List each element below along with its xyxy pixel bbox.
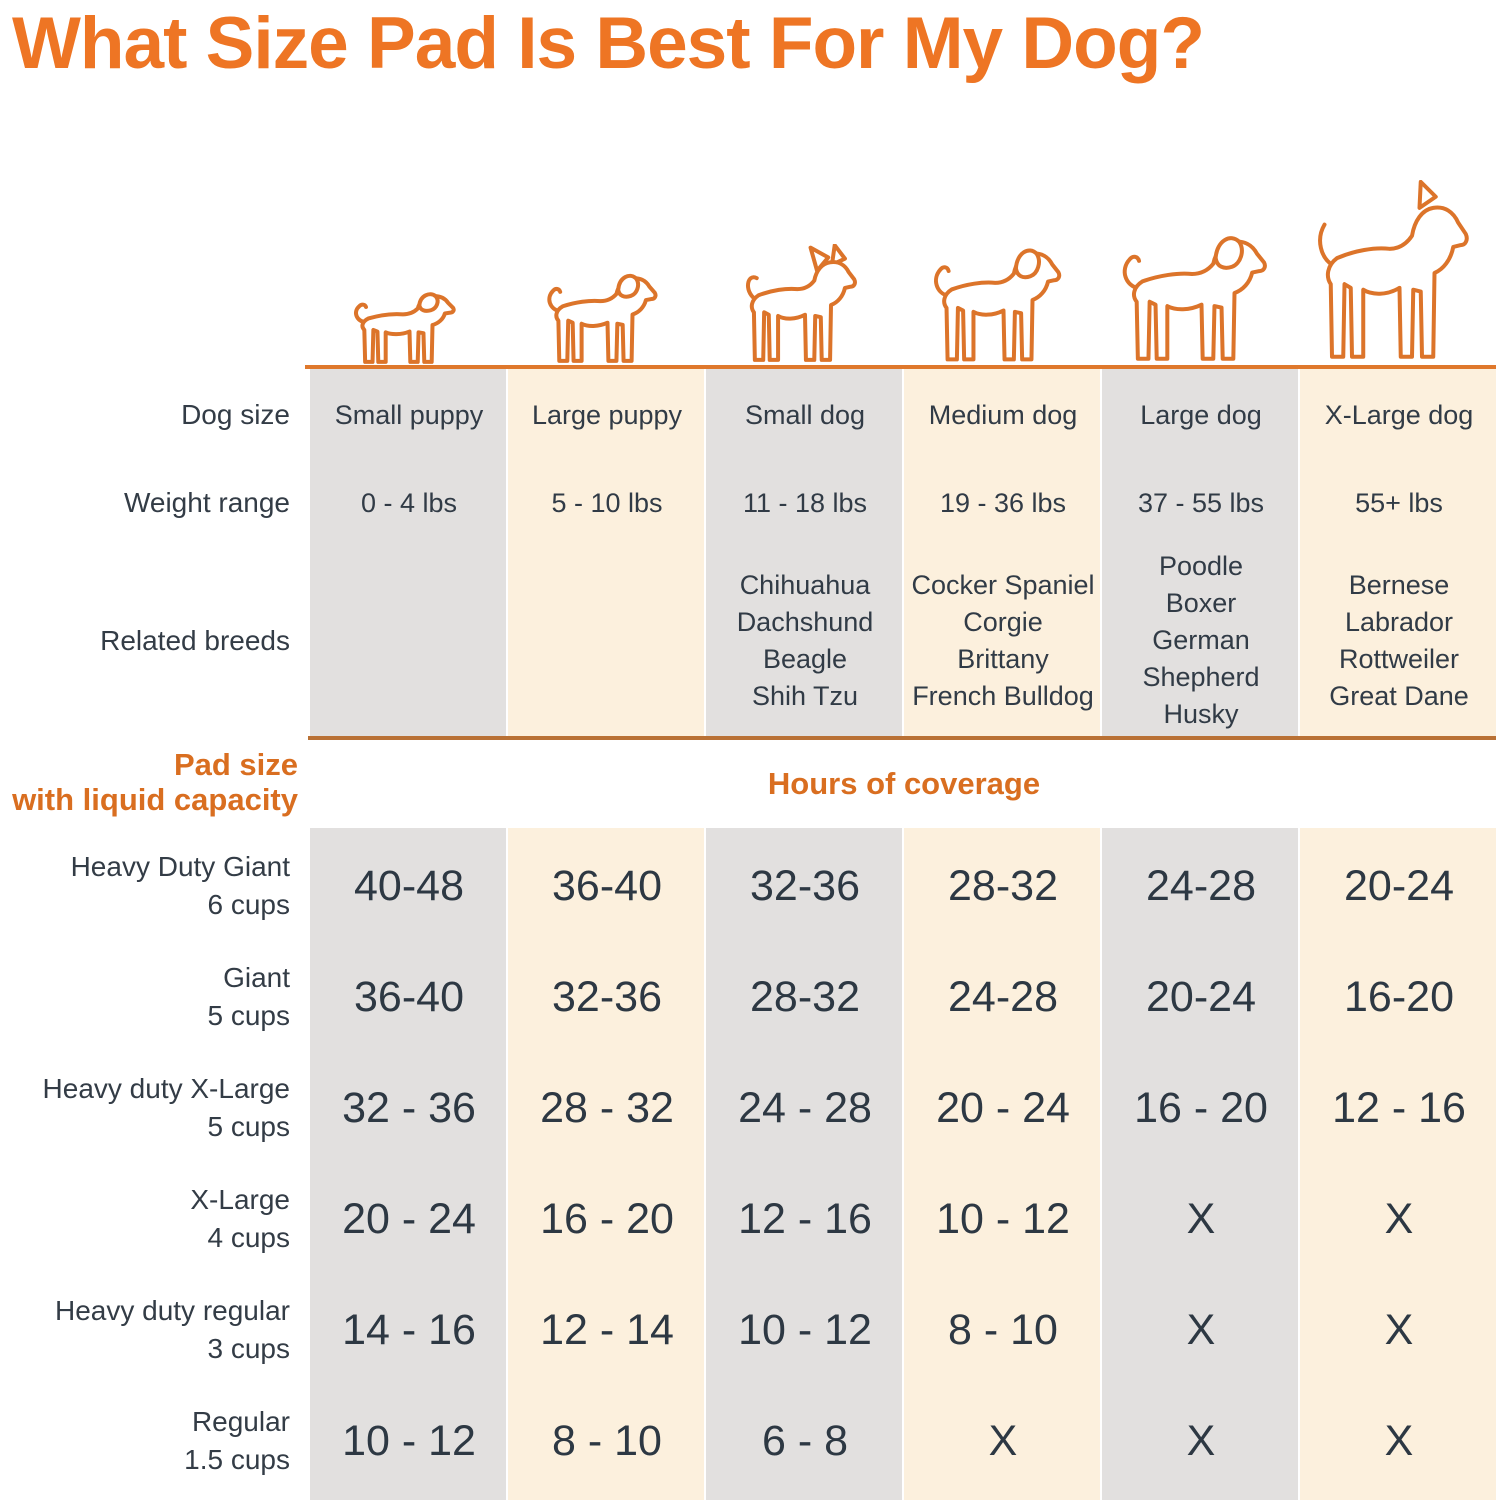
weight-cell: 11 - 18 lbs — [742, 487, 868, 518]
pad-row-label: Heavy Duty Giant 6 cups — [70, 851, 290, 920]
pad-row: Heavy Duty Giant 6 cups 40-48 36-40 32-3… — [0, 831, 1498, 941]
pad-row-label: X-Large 4 cups — [190, 1184, 290, 1253]
breed-list — [508, 548, 706, 733]
hours-cell: 8 - 10 — [552, 1416, 662, 1465]
section-divider-line — [308, 736, 1496, 740]
hours-cell: 28 - 32 — [540, 1083, 674, 1132]
hours-cell: 20 - 24 — [936, 1083, 1070, 1132]
breed-list: Poodle Boxer German Shepherd Husky — [1142, 551, 1260, 729]
hours-cell: 10 - 12 — [342, 1416, 476, 1465]
large-dog-labrador-icon — [1119, 220, 1284, 366]
medium-dog-spaniel-icon — [931, 234, 1076, 366]
weight-cell: 19 - 36 lbs — [939, 487, 1067, 518]
weight-cell: 5 - 10 lbs — [551, 487, 663, 518]
column-header: Small dog — [744, 399, 866, 430]
hours-cell: 6 - 8 — [761, 1416, 849, 1465]
hours-cell: 36-40 — [552, 861, 662, 910]
dog-size-row-label: Dog size — [181, 399, 290, 430]
hours-cell: 16 - 20 — [540, 1194, 674, 1243]
column-bg-large-dog — [1102, 369, 1298, 736]
column-bg-lower-large-dog — [1102, 828, 1298, 1500]
hours-cell: 10 - 12 — [738, 1305, 872, 1354]
pad-row: X-Large 4 cups 20 - 24 16 - 20 12 - 16 1… — [0, 1164, 1498, 1274]
hours-cell: X — [1186, 1194, 1216, 1243]
pad-row: Giant 5 cups 36-40 32-36 28-32 24-28 20-… — [0, 942, 1498, 1052]
column-bg-x-large-dog — [1300, 369, 1496, 736]
hours-cell: 20-24 — [1146, 972, 1256, 1021]
small-dog-chihuahua-icon — [740, 244, 870, 366]
hours-cell: 8 - 10 — [948, 1305, 1058, 1354]
column-header: Medium dog — [928, 399, 1078, 430]
column-bg-large-puppy — [508, 369, 704, 736]
column-bg-lower-medium-dog — [904, 828, 1100, 1500]
hours-cell: X — [1186, 1416, 1216, 1465]
pad-size-header: Pad size with liquid capacity — [12, 747, 298, 817]
column-bg-small-dog — [706, 369, 902, 736]
hours-cell: 10 - 12 — [936, 1194, 1070, 1243]
pad-row-label: Regular 1.5 cups — [184, 1406, 290, 1475]
column-header: Large puppy — [531, 399, 683, 430]
column-bg-small-puppy — [310, 369, 506, 736]
hours-cell: 14 - 16 — [342, 1305, 476, 1354]
breed-list: Bernese Labrador Rottweiler Great Dane — [1329, 569, 1469, 711]
hours-cell: 32-36 — [750, 861, 860, 910]
hours-cell: X — [988, 1416, 1018, 1465]
hours-cell: 32 - 36 — [342, 1083, 476, 1132]
column-bg-lower-x-large-dog — [1300, 828, 1496, 1500]
hours-cell: 32-36 — [552, 972, 662, 1021]
x-large-dog-great-dane-icon — [1312, 180, 1487, 366]
column-header: X-Large dog — [1324, 399, 1474, 430]
page-title: What Size Pad Is Best For My Dog? — [12, 3, 1205, 84]
hours-cell: 36-40 — [354, 972, 464, 1021]
related-breeds-row-label: Related breeds — [100, 624, 290, 656]
hours-cell: X — [1384, 1194, 1414, 1243]
large-puppy-dog-icon — [545, 263, 670, 366]
weight-cell: 55+ lbs — [1355, 487, 1443, 518]
pad-row-label: Giant 5 cups — [207, 962, 291, 1031]
column-bg-lower-small-dog — [706, 828, 902, 1500]
hours-cell: 24-28 — [948, 972, 1058, 1021]
hours-cell: 24-28 — [1146, 861, 1256, 910]
small-puppy-dog-icon — [352, 284, 467, 366]
weight-cell: 37 - 55 lbs — [1137, 487, 1265, 518]
hours-cell: 16-20 — [1344, 972, 1454, 1021]
hours-cell: 12 - 16 — [1332, 1083, 1466, 1132]
pad-row-label: Heavy duty X-Large 5 cups — [42, 1073, 290, 1142]
pad-row: Heavy duty regular 3 cups 14 - 16 12 - 1… — [0, 1275, 1498, 1385]
pad-row: Regular 1.5 cups 10 - 12 8 - 10 6 - 8 X … — [0, 1386, 1498, 1496]
related-breeds-row: Related breeds Chihuahua Dachshund Beagl… — [0, 548, 1498, 733]
hours-of-coverage-header: Hours of coverage — [767, 766, 1041, 801]
column-header: Small puppy — [334, 399, 484, 430]
column-bg-medium-dog — [904, 369, 1100, 736]
hours-cell: 40-48 — [354, 861, 464, 910]
column-bg-lower-small-puppy — [310, 828, 506, 1500]
hours-cell: 20 - 24 — [342, 1194, 476, 1243]
hours-cell: X — [1384, 1305, 1414, 1354]
pad-row: Heavy duty X-Large 5 cups 32 - 36 28 - 3… — [0, 1053, 1498, 1163]
hours-cell: 28-32 — [948, 861, 1058, 910]
hours-cell: 12 - 14 — [540, 1305, 674, 1354]
hours-cell: 16 - 20 — [1134, 1083, 1268, 1132]
breed-list: Chihuahua Dachshund Beagle Shih Tzu — [736, 569, 874, 711]
hours-cell: X — [1186, 1305, 1216, 1354]
hours-cell: 12 - 16 — [738, 1194, 872, 1243]
column-bg-lower-large-puppy — [508, 828, 704, 1500]
weight-range-row: Weight range 0 - 4 lbs 5 - 10 lbs 11 - 1… — [0, 475, 1498, 531]
weight-cell: 0 - 4 lbs — [360, 487, 458, 518]
column-header: Large dog — [1140, 399, 1262, 430]
ground-line — [305, 365, 1496, 369]
dog-size-row: Dog size Small puppy Large puppy Small d… — [0, 387, 1498, 443]
hours-cell: 20-24 — [1344, 861, 1454, 910]
hours-cell: X — [1384, 1416, 1414, 1465]
breed-list: Cocker Spaniel Corgie Brittany French Bu… — [911, 569, 1095, 711]
breed-list — [310, 548, 508, 733]
pad-row-label: Heavy duty regular 3 cups — [54, 1295, 290, 1364]
hours-cell: 28-32 — [750, 972, 860, 1021]
hours-cell: 24 - 28 — [738, 1083, 872, 1132]
weight-range-row-label: Weight range — [123, 487, 290, 518]
